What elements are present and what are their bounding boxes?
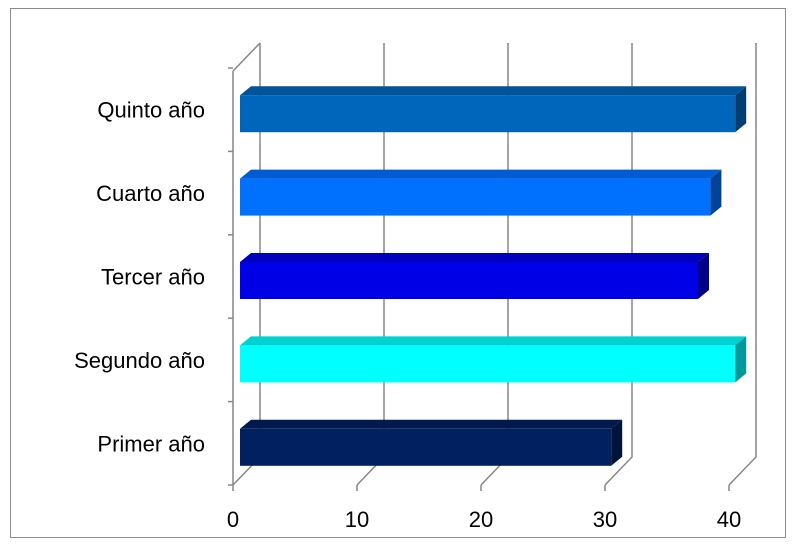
bar xyxy=(240,253,709,299)
x-tick-label: 10 xyxy=(345,507,369,532)
bar-front-face xyxy=(240,262,698,299)
bar-end-face xyxy=(698,253,709,299)
bar-top-face xyxy=(240,169,722,179)
bar-front-face xyxy=(240,428,612,466)
bar xyxy=(240,169,722,216)
bar xyxy=(240,336,747,383)
category-label: Segundo año xyxy=(74,348,205,373)
bar-end-face xyxy=(735,336,747,383)
category-label: Cuarto año xyxy=(96,181,205,206)
bar-end-face xyxy=(611,419,623,466)
bar-end-face xyxy=(735,86,747,133)
x-tick-label: 40 xyxy=(717,507,741,532)
gridline xyxy=(728,43,757,486)
bar-front-face xyxy=(240,95,736,133)
category-label: Tercer año xyxy=(101,265,205,290)
bar xyxy=(240,419,623,466)
x-tick-label: 0 xyxy=(227,507,239,532)
bar-top-face xyxy=(240,253,709,262)
bar-layer xyxy=(240,86,747,466)
bar-top-face xyxy=(240,86,747,96)
bar xyxy=(240,86,747,133)
bar-front-face xyxy=(240,178,711,216)
category-label: Primer año xyxy=(97,431,205,456)
x-tick-label: 20 xyxy=(469,507,493,532)
wall-top-edge xyxy=(232,42,261,72)
x-tick-label: 30 xyxy=(593,507,617,532)
category-label: Quinto año xyxy=(97,98,205,123)
bar-front-face xyxy=(240,345,736,383)
bar-top-face xyxy=(240,336,747,346)
bar-top-face xyxy=(240,419,623,429)
label-layer: 0 10 20 30 40 Primer año Segundo año Tercer año… xyxy=(74,98,741,532)
bar-end-face xyxy=(710,169,722,216)
